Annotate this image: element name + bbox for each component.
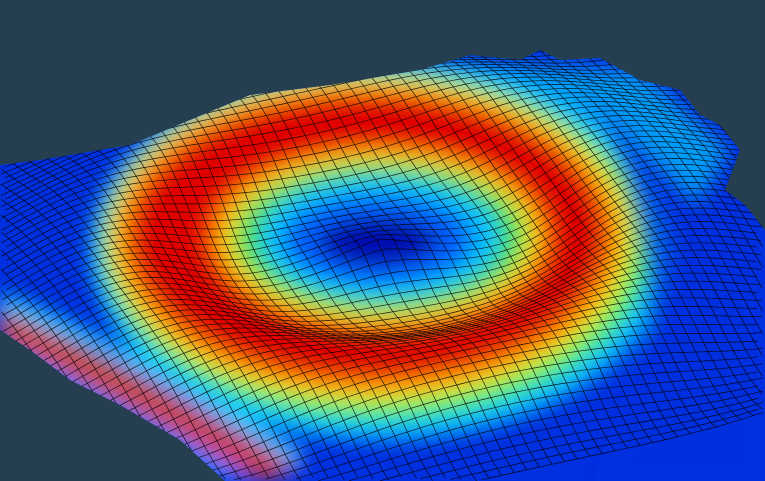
mesh-line bbox=[692, 50, 763, 111]
mesh-line bbox=[1, 199, 210, 478]
mesh-line bbox=[3, 221, 761, 409]
mesh-line bbox=[8, 242, 757, 427]
mesh-line bbox=[318, 385, 759, 481]
mesh-line bbox=[419, 402, 764, 480]
mesh-line bbox=[296, 377, 763, 479]
mesh-line bbox=[8, 228, 757, 415]
mesh-line bbox=[31, 280, 762, 451]
mesh-line bbox=[1, 417, 69, 481]
mesh-line bbox=[3, 235, 761, 421]
mesh-line bbox=[727, 50, 763, 65]
mesh-line bbox=[5, 82, 763, 235]
mesh-line bbox=[265, 371, 759, 480]
mesh-line bbox=[437, 50, 754, 416]
mesh-line bbox=[5, 98, 764, 248]
mesh-line bbox=[1, 125, 760, 285]
mesh-line bbox=[7, 175, 765, 354]
mesh-line bbox=[1, 183, 226, 480]
mesh-line bbox=[7, 201, 765, 386]
mesh-line bbox=[1, 113, 286, 480]
mesh-line bbox=[462, 50, 763, 395]
mesh-line bbox=[481, 411, 764, 481]
mesh-line bbox=[412, 50, 729, 424]
mesh-line bbox=[17, 257, 757, 437]
mesh-line bbox=[1, 399, 78, 480]
mesh-line bbox=[26, 272, 758, 446]
mesh-line bbox=[1, 115, 759, 271]
mesh-line bbox=[1, 134, 270, 479]
mesh-line bbox=[6, 141, 764, 306]
mesh-line bbox=[7, 188, 765, 371]
mesh-line bbox=[3, 182, 761, 365]
mesh-line bbox=[475, 50, 763, 377]
mesh-line bbox=[450, 408, 759, 480]
mesh-line bbox=[425, 50, 741, 420]
mesh-line bbox=[6, 110, 764, 261]
mesh-line bbox=[7, 163, 765, 338]
mesh-line bbox=[1, 379, 91, 481]
mesh-line bbox=[6, 120, 764, 276]
mesh-line bbox=[2, 158, 760, 332]
mesh-line bbox=[400, 50, 716, 428]
mesh-line bbox=[0, 50, 750, 208]
mesh-line bbox=[1, 214, 198, 481]
mesh-line bbox=[349, 390, 763, 481]
mesh-line bbox=[450, 50, 763, 410]
mesh-line bbox=[380, 397, 759, 481]
mesh-line bbox=[2, 169, 760, 348]
mesh-line bbox=[12, 249, 762, 432]
mesh-line bbox=[1, 92, 759, 244]
mesh-line bbox=[708, 50, 763, 90]
mesh-line bbox=[5, 50, 754, 211]
mesh-line bbox=[2, 135, 760, 301]
mesh-line bbox=[21, 264, 762, 442]
mesh-line bbox=[6, 130, 764, 290]
mesh-line bbox=[234, 363, 763, 480]
mesh-line bbox=[3, 207, 761, 395]
mesh-line bbox=[8, 214, 765, 401]
mesh-line bbox=[1, 105, 759, 257]
mesh-line bbox=[1, 75, 759, 231]
mesh-line bbox=[506, 50, 763, 334]
mesh-line bbox=[203, 356, 758, 481]
mesh-line bbox=[3, 194, 761, 380]
mesh-line bbox=[491, 50, 763, 356]
